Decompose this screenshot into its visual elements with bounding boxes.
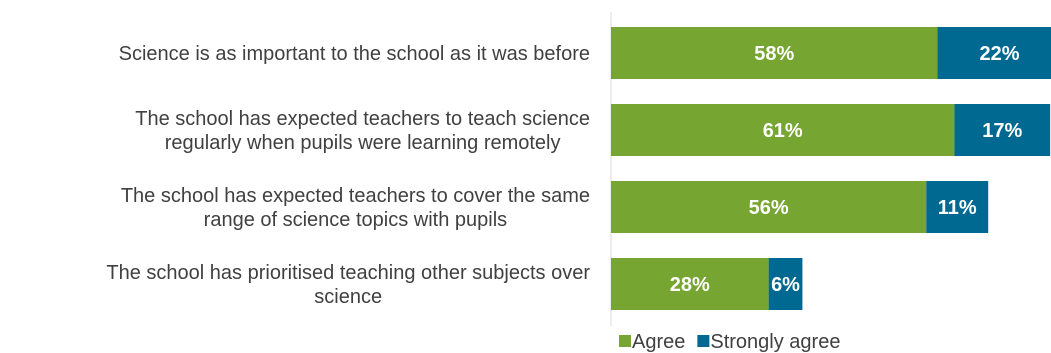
data-label: 17%: [982, 120, 1022, 142]
category-label-line: regularly when pupils were learning remo…: [165, 132, 561, 154]
bar-agree: [611, 181, 927, 233]
category-label-line: science: [314, 286, 382, 308]
bar-agree: [611, 258, 769, 310]
category-label: Science is as important to the school as…: [119, 43, 590, 65]
category-label-line: The school has prioritised teaching othe…: [106, 262, 590, 284]
legend-swatch-agree: [619, 335, 631, 347]
category-label-line: The school has expected teachers to cove…: [121, 185, 590, 207]
category-label-line: range of science topics with pupils: [204, 209, 508, 231]
legend-label-strongly-agree: Strongly agree: [710, 331, 840, 353]
bar-strongly-agree: [768, 258, 803, 310]
category-label: The school has expected teachers to teac…: [135, 108, 590, 154]
category-label: The school has prioritised teaching othe…: [106, 262, 590, 308]
data-label: 28%: [670, 274, 710, 296]
data-label: 11%: [938, 197, 977, 219]
data-label: 6%: [771, 274, 800, 296]
bar-strongly-agree: [954, 104, 1051, 156]
category-label: The school has expected teachers to cove…: [121, 185, 590, 231]
legend: Agree Strongly agree: [619, 331, 840, 353]
legend-label-agree: Agree: [632, 331, 685, 353]
bar-strongly-agree: [937, 27, 1051, 79]
legend-swatch-strongly-agree: [697, 335, 710, 347]
bar-agree: [611, 104, 955, 156]
category-label-line: The school has expected teachers to teac…: [135, 108, 590, 130]
data-label: 58%: [754, 43, 794, 65]
bar-agree: [611, 27, 938, 79]
data-label: 22%: [979, 43, 1019, 65]
data-label: 61%: [763, 120, 803, 142]
data-label: 56%: [749, 197, 789, 219]
bar-strongly-agree: [926, 181, 989, 233]
category-label-line: Science is as important to the school as…: [119, 43, 590, 65]
